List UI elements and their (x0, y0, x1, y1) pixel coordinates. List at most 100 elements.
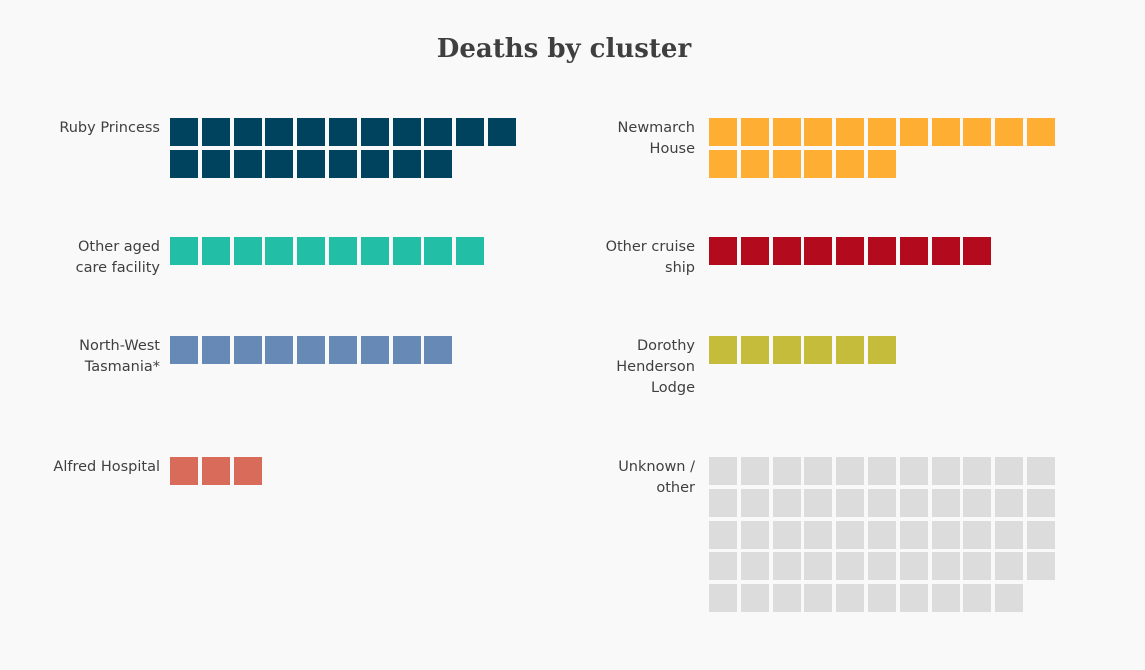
waffle-square-other-aged-care (361, 237, 389, 265)
waffle-square-unknown-other (1027, 521, 1055, 549)
waffle-square-unknown-other (995, 489, 1023, 517)
cluster-label-dorothy-henderson-lodge: Dorothy Henderson Lodge (535, 336, 695, 399)
waffle-square-other-aged-care (456, 237, 484, 265)
cluster-label-unknown-other: Unknown / other (535, 457, 695, 499)
waffle-square-ruby-princess (202, 150, 230, 178)
waffle-square-newmarch-house (995, 118, 1023, 146)
label-line: Unknown / (618, 459, 695, 475)
cluster-label-other-aged-care: Other aged care facility (0, 237, 160, 279)
waffle-square-dorothy-henderson-lodge (868, 336, 896, 364)
waffle-square-unknown-other (1027, 552, 1055, 580)
waffle-square-other-cruise-ship (963, 237, 991, 265)
waffle-square-unknown-other (709, 457, 737, 485)
waffle-square-ruby-princess (297, 118, 325, 146)
waffle-square-unknown-other (995, 584, 1023, 612)
waffle-square-other-aged-care (329, 237, 357, 265)
waffle-square-ruby-princess (329, 150, 357, 178)
waffle-square-other-cruise-ship (804, 237, 832, 265)
waffle-square-ruby-princess (361, 118, 389, 146)
waffle-square-dorothy-henderson-lodge (836, 336, 864, 364)
waffle-square-unknown-other (804, 552, 832, 580)
waffle-square-unknown-other (932, 521, 960, 549)
waffle-square-unknown-other (868, 584, 896, 612)
waffle-square-unknown-other (868, 457, 896, 485)
waffle-square-unknown-other (836, 584, 864, 612)
waffle-square-alfred-hospital (170, 457, 198, 485)
waffle-square-ruby-princess (361, 150, 389, 178)
waffle-square-unknown-other (995, 521, 1023, 549)
label-line: Newmarch (617, 120, 695, 136)
waffle-square-newmarch-house (773, 118, 801, 146)
waffle-square-ruby-princess (424, 150, 452, 178)
waffle-square-ruby-princess (234, 118, 262, 146)
waffle-square-unknown-other (995, 552, 1023, 580)
waffle-square-other-cruise-ship (709, 237, 737, 265)
waffle-square-unknown-other (773, 584, 801, 612)
waffle-square-ruby-princess (424, 118, 452, 146)
waffle-square-ruby-princess (393, 118, 421, 146)
waffle-square-unknown-other (900, 584, 928, 612)
waffle-square-newmarch-house (836, 118, 864, 146)
waffle-square-ruby-princess (488, 118, 516, 146)
waffle-square-newmarch-house (773, 150, 801, 178)
waffle-square-unknown-other (741, 584, 769, 612)
waffle-square-newmarch-house (804, 118, 832, 146)
label-line: Henderson (616, 359, 695, 375)
waffle-square-newmarch-house (741, 150, 769, 178)
waffle-square-unknown-other (773, 552, 801, 580)
waffle-square-unknown-other (804, 457, 832, 485)
waffle-square-unknown-other (963, 521, 991, 549)
waffle-square-unknown-other (836, 521, 864, 549)
waffle-square-newmarch-house (741, 118, 769, 146)
waffle-square-unknown-other (836, 489, 864, 517)
waffle-square-unknown-other (900, 521, 928, 549)
label-line: Other aged (78, 239, 160, 255)
cluster-label-newmarch-house: Newmarch House (535, 118, 695, 160)
waffle-square-other-aged-care (202, 237, 230, 265)
waffle-square-newmarch-house (900, 118, 928, 146)
waffle-square-unknown-other (804, 489, 832, 517)
waffle-square-unknown-other (1027, 489, 1055, 517)
label-line: other (656, 480, 695, 496)
waffle-square-unknown-other (804, 521, 832, 549)
waffle-square-unknown-other (868, 552, 896, 580)
waffle-square-other-aged-care (393, 237, 421, 265)
waffle-square-other-cruise-ship (900, 237, 928, 265)
waffle-square-ruby-princess (393, 150, 421, 178)
waffle-square-newmarch-house (709, 118, 737, 146)
waffle-square-newmarch-house (932, 118, 960, 146)
label-line: Alfred Hospital (53, 459, 160, 475)
waffle-square-ruby-princess (297, 150, 325, 178)
cluster-label-ruby-princess: Ruby Princess (0, 118, 160, 139)
waffle-square-other-aged-care (297, 237, 325, 265)
label-line: Other cruise (605, 239, 695, 255)
waffle-square-other-aged-care (234, 237, 262, 265)
label-line: North-West (79, 338, 160, 354)
waffle-square-unknown-other (709, 521, 737, 549)
chart-title: Deaths by cluster (436, 34, 692, 64)
label-line: Tasmania* (84, 359, 160, 375)
waffle-square-alfred-hospital (202, 457, 230, 485)
waffle-square-unknown-other (932, 552, 960, 580)
waffle-square-north-west-tasmania (297, 336, 325, 364)
waffle-square-unknown-other (836, 457, 864, 485)
waffle-square-unknown-other (741, 552, 769, 580)
waffle-square-dorothy-henderson-lodge (773, 336, 801, 364)
waffle-square-ruby-princess (170, 150, 198, 178)
waffle-square-newmarch-house (963, 118, 991, 146)
waffle-square-unknown-other (995, 457, 1023, 485)
waffle-square-north-west-tasmania (265, 336, 293, 364)
waffle-square-other-cruise-ship (773, 237, 801, 265)
waffle-square-north-west-tasmania (361, 336, 389, 364)
waffle-square-unknown-other (963, 552, 991, 580)
label-line: Dorothy (636, 338, 695, 354)
waffle-square-unknown-other (868, 521, 896, 549)
label-line: Lodge (650, 380, 695, 396)
waffle-square-ruby-princess (329, 118, 357, 146)
waffle-square-north-west-tasmania (393, 336, 421, 364)
waffle-square-unknown-other (963, 584, 991, 612)
waffle-square-other-aged-care (265, 237, 293, 265)
waffle-square-other-cruise-ship (836, 237, 864, 265)
waffle-square-newmarch-house (836, 150, 864, 178)
label-line: House (649, 141, 695, 157)
